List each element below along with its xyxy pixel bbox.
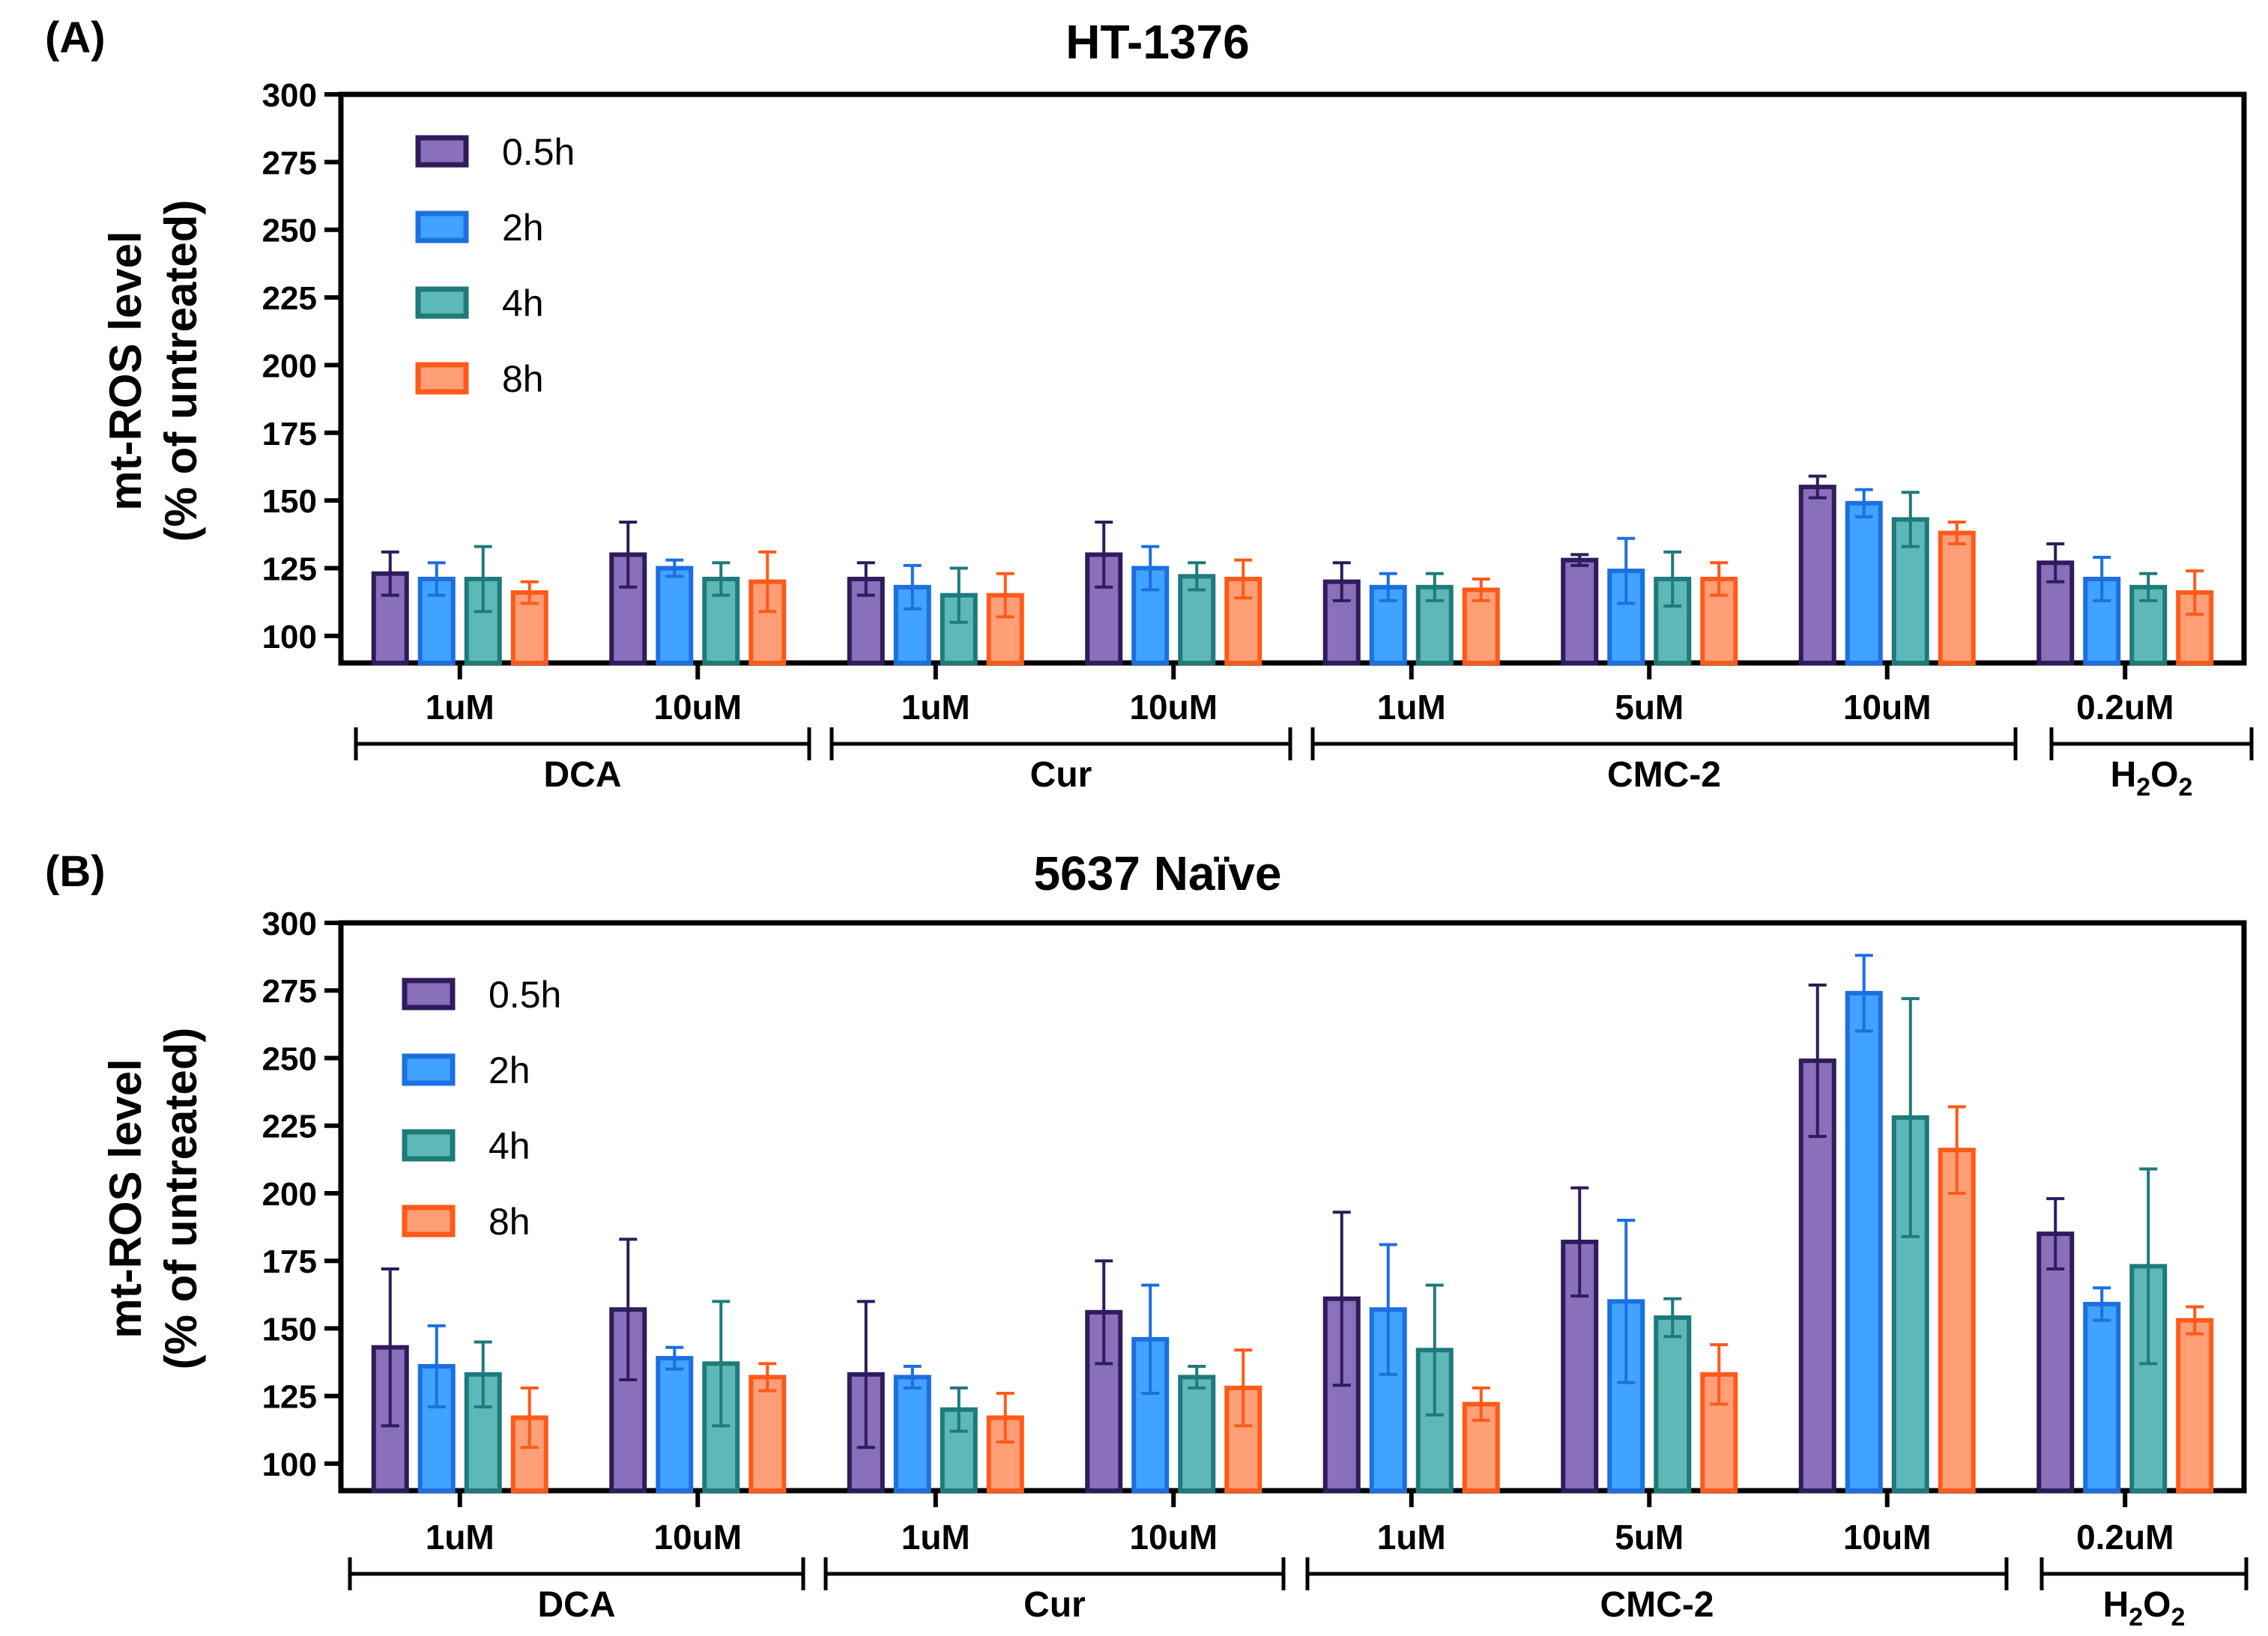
bar xyxy=(893,1375,931,1494)
x-tick-label: 1uM xyxy=(901,688,970,727)
bar xyxy=(1938,530,1976,665)
bar xyxy=(2176,590,2214,665)
y-tick-label: 275 xyxy=(262,973,317,1010)
legend-label: 0.5h xyxy=(489,974,561,1016)
legend-swatch xyxy=(402,1129,456,1162)
group-label: CMC-2 xyxy=(1600,1585,1714,1625)
x-tick-label: 0.2uM xyxy=(2076,1518,2174,1557)
legend-label: 4h xyxy=(502,282,544,324)
x-tick-label: 1uM xyxy=(1377,688,1446,727)
x-tick-label: 10uM xyxy=(1129,1518,1218,1557)
y-axis-label-b-line2: (% of untreated) xyxy=(156,1028,206,1370)
panel-b: 100 125 150 175 200 225 250 275 300 1uM 10uM 1uM 10u… xyxy=(262,906,2249,1632)
bar xyxy=(1845,500,1883,665)
group-label: H2O2 xyxy=(2111,755,2193,802)
legend-swatch xyxy=(415,286,469,319)
y-tick-label: 175 xyxy=(262,1243,317,1280)
formula-part: H xyxy=(2103,1585,2129,1625)
y-tick-label: 125 xyxy=(262,1379,317,1416)
plot-frame xyxy=(338,91,2247,666)
group-label: CMC-2 xyxy=(1607,755,1721,795)
legend-label: 2h xyxy=(489,1049,530,1091)
x-tick-label: 10uM xyxy=(1843,688,1932,727)
x-tick-label: 5uM xyxy=(1615,1518,1684,1557)
bar xyxy=(1178,1375,1216,1494)
y-tick-label: 200 xyxy=(262,348,317,384)
bar xyxy=(656,1356,694,1493)
bar xyxy=(1654,1315,1692,1493)
bar xyxy=(2176,1318,2214,1493)
group-label: DCA xyxy=(538,1585,616,1625)
formula-part: O xyxy=(2150,755,2178,795)
bar xyxy=(1845,990,1883,1494)
bar xyxy=(1798,485,1836,665)
group-label: Cur xyxy=(1030,755,1092,795)
y-tick-label: 275 xyxy=(262,145,317,181)
y-tick-label: 150 xyxy=(262,483,317,520)
chart-title-b: 5637 Naïve xyxy=(1034,846,1282,900)
bar xyxy=(749,1375,787,1494)
panel-label-b: (B) xyxy=(45,847,106,896)
y-axis-label-a-line1: mt-ROS level xyxy=(100,231,151,510)
plot-frame xyxy=(338,920,2247,1494)
x-tick-label: 1uM xyxy=(426,1518,495,1557)
group-label: H2O2 xyxy=(2103,1585,2186,1632)
y-axis-label-a-line2: (% of untreated) xyxy=(156,200,206,542)
y-tick-label: 225 xyxy=(262,1109,317,1145)
subscript: 2 xyxy=(2136,773,2150,802)
x-tick-label: 10uM xyxy=(653,688,742,727)
bar xyxy=(2036,1231,2075,1493)
panel-a: 100 125 150 175 200 225 250 275 300 1uM 10uM 1uM 10u… xyxy=(262,77,2254,802)
x-tick-label: 10uM xyxy=(1843,1518,1932,1557)
x-tick-label: 10uM xyxy=(653,1518,742,1557)
legend-swatch xyxy=(415,135,469,168)
bar xyxy=(1700,1372,1738,1494)
y-tick-label: 200 xyxy=(262,1176,317,1213)
legend-swatch xyxy=(415,210,469,243)
y-tick-label: 300 xyxy=(262,906,317,942)
legend-swatch xyxy=(415,362,469,395)
y-tick-label: 250 xyxy=(262,213,317,249)
y-tick-label: 225 xyxy=(262,280,317,317)
x-tick-label: 1uM xyxy=(426,688,495,727)
legend-swatch xyxy=(402,1053,456,1086)
y-tick-label: 250 xyxy=(262,1040,317,1077)
bar xyxy=(1561,557,1599,666)
x-tick-label: 5uM xyxy=(1615,688,1684,727)
y-tick-label: 100 xyxy=(262,1446,317,1483)
x-tick-label: 1uM xyxy=(1377,1518,1446,1557)
bar xyxy=(1938,1148,1976,1493)
legend-swatch xyxy=(402,978,456,1011)
legend-label: 2h xyxy=(502,207,544,249)
group-label: Cur xyxy=(1023,1585,1086,1625)
y-axis-label-b-line1: mt-ROS level xyxy=(100,1058,151,1338)
bar xyxy=(656,566,694,665)
y-tick-label: 100 xyxy=(262,619,317,655)
legend-swatch xyxy=(402,1205,456,1237)
x-tick-label: 10uM xyxy=(1129,688,1218,727)
x-tick-label: 1uM xyxy=(901,1518,970,1557)
legend-label: 8h xyxy=(489,1201,530,1243)
bar xyxy=(847,576,885,666)
legend-label: 4h xyxy=(489,1125,530,1167)
subscript: 2 xyxy=(2171,1603,2186,1632)
y-tick-label: 300 xyxy=(262,77,317,114)
panel-label-a: (A) xyxy=(45,13,106,62)
subscript: 2 xyxy=(2129,1603,2143,1632)
legend-label: 0.5h xyxy=(502,131,575,173)
formula-part: H xyxy=(2111,755,2137,795)
formula-part: O xyxy=(2143,1585,2171,1625)
y-tick-label: 150 xyxy=(262,1311,317,1348)
group-label: DCA xyxy=(544,755,622,795)
subscript: 2 xyxy=(2179,773,2193,802)
bar xyxy=(2083,1301,2121,1494)
x-tick-label: 0.2uM xyxy=(2076,688,2174,727)
y-tick-label: 125 xyxy=(262,551,317,588)
y-tick-label: 175 xyxy=(262,416,317,452)
chart-title-a: HT-1376 xyxy=(1065,15,1249,69)
legend-label: 8h xyxy=(502,358,544,400)
